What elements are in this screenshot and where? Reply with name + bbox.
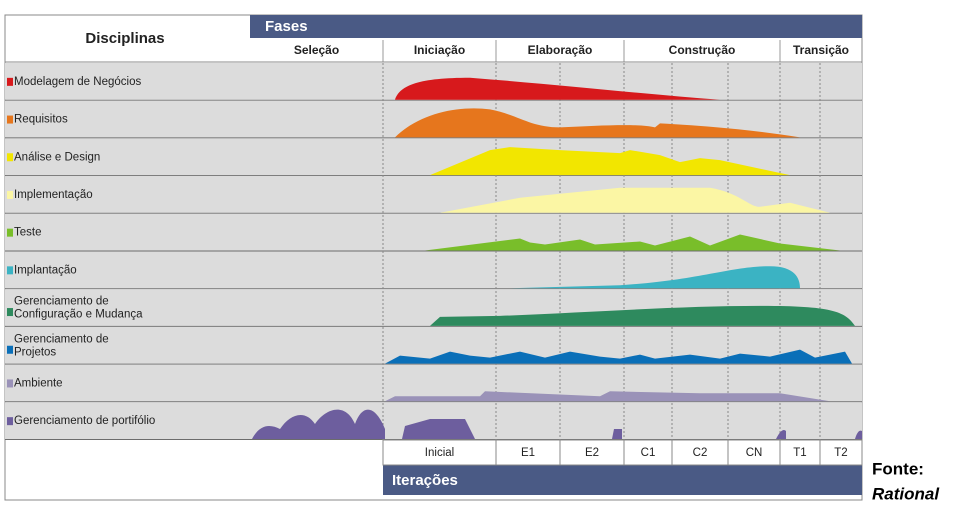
discipline-marker bbox=[7, 417, 13, 426]
iteration-label: T2 bbox=[834, 447, 847, 459]
discipline-label: Implementação bbox=[14, 189, 93, 201]
source-label: Fonte: bbox=[872, 459, 924, 478]
hump-shape bbox=[395, 77, 720, 100]
iterations-title: Iterações bbox=[392, 472, 458, 489]
discipline-marker bbox=[7, 308, 13, 317]
hump bbox=[430, 147, 790, 176]
hump bbox=[395, 77, 720, 100]
iteration-label: T1 bbox=[793, 447, 806, 459]
iteration-label: E2 bbox=[585, 447, 599, 459]
discipline-marker bbox=[7, 77, 13, 86]
hump-shape bbox=[395, 108, 800, 138]
phase-label: Iniciação bbox=[414, 43, 465, 57]
discipline-label: Teste bbox=[14, 227, 42, 239]
iteration-label: Inicial bbox=[425, 447, 454, 459]
hump bbox=[510, 266, 800, 289]
discipline-label: Implantação bbox=[14, 264, 77, 276]
hump-shape bbox=[440, 187, 830, 213]
phase-label: Construção bbox=[669, 43, 736, 57]
phases-bar bbox=[250, 15, 862, 38]
phases-title: Fases bbox=[265, 18, 308, 35]
hump-shape bbox=[252, 409, 862, 439]
discipline-label: Projetos bbox=[14, 346, 56, 358]
discipline-label: Gerenciamento de bbox=[14, 333, 109, 345]
iterations-bar bbox=[383, 465, 862, 495]
iteration-label: CN bbox=[746, 447, 763, 459]
phase-label: Seleção bbox=[294, 43, 339, 57]
hump-shape bbox=[430, 147, 790, 176]
hump-shape bbox=[510, 266, 800, 289]
discipline-label: Análise e Design bbox=[14, 151, 100, 163]
hump bbox=[395, 108, 800, 138]
hump-shape bbox=[385, 349, 852, 364]
discipline-label: Requisitos bbox=[14, 114, 68, 126]
iteration-label: C2 bbox=[693, 447, 708, 459]
discipline-label: Configuração e Mudança bbox=[14, 309, 143, 321]
hump-shape bbox=[425, 234, 840, 251]
discipline-marker bbox=[7, 115, 13, 124]
discipline-marker bbox=[7, 153, 13, 162]
discipline-label: Gerenciamento de bbox=[14, 296, 109, 308]
phase-label: Transição bbox=[793, 43, 849, 57]
hump bbox=[425, 234, 840, 251]
iteration-label: C1 bbox=[641, 447, 656, 459]
hump bbox=[430, 305, 855, 326]
discipline-label: Modelagem de Negócios bbox=[14, 76, 141, 88]
discipline-marker bbox=[7, 345, 13, 354]
hump bbox=[385, 349, 852, 364]
hump-shape bbox=[385, 391, 830, 402]
discipline-marker bbox=[7, 379, 13, 388]
discipline-label: Gerenciamento de portifólio bbox=[14, 415, 155, 427]
discipline-marker bbox=[7, 266, 13, 275]
discipline-marker bbox=[7, 228, 13, 237]
iterations-row bbox=[382, 439, 863, 466]
hump bbox=[385, 391, 830, 402]
source-name: Rational bbox=[872, 484, 940, 503]
disciplines-title: Disciplinas bbox=[85, 30, 164, 47]
discipline-label: Ambiente bbox=[14, 377, 63, 389]
hump-shape bbox=[430, 305, 855, 326]
discipline-marker bbox=[7, 190, 13, 199]
hump bbox=[252, 409, 862, 439]
phase-label: Elaboração bbox=[528, 43, 593, 57]
iteration-label: E1 bbox=[521, 447, 535, 459]
hump bbox=[440, 187, 830, 213]
